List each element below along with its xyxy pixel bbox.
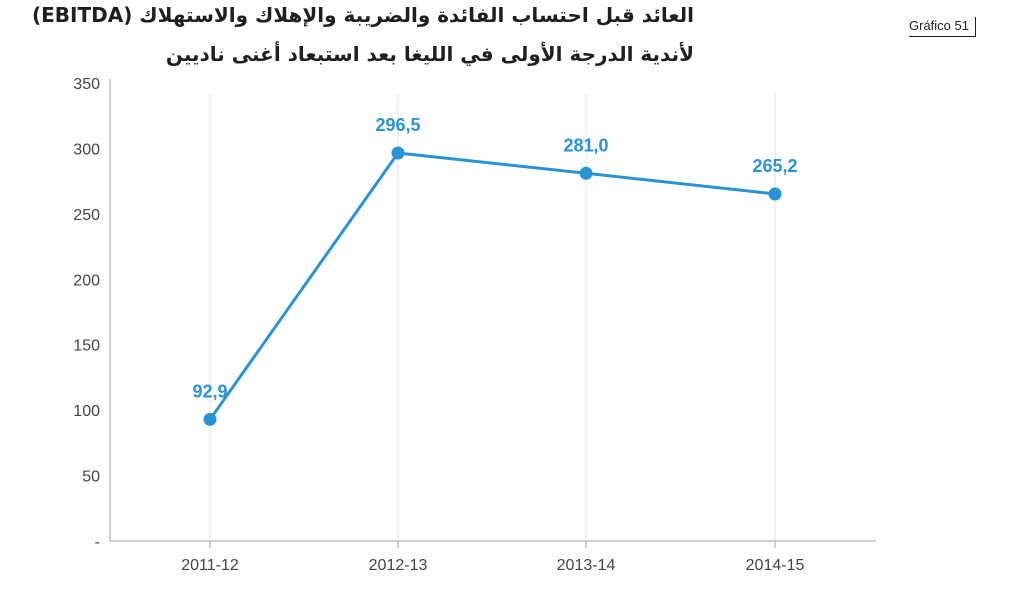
series-line: [208, 151, 776, 421]
x-tick-label-2014-15: 2014-15: [746, 557, 805, 574]
data-label-2014-15: 265,2: [752, 156, 797, 176]
data-point-2014-15: [768, 187, 782, 201]
data-point-2011-12: [203, 412, 217, 426]
y-tick-label-350: 350: [73, 76, 100, 93]
chart-title-line-1: العائد قبل احتساب الفائدة والضريبة والإه…: [31, 3, 694, 27]
y-tick-label-200: 200: [73, 272, 100, 289]
data-label-2013-14: 281,0: [563, 135, 608, 155]
y-tick-label-100: 100: [73, 403, 100, 420]
y-tick-label-300: 300: [73, 141, 100, 158]
x-tick-label-2013-14: 2013-14: [557, 557, 616, 574]
data-point-2012-13: [391, 146, 405, 160]
y-tick-label-150: 150: [73, 338, 100, 355]
x-tick-label-2011-12: 2011-12: [181, 557, 239, 574]
figure-number-badge: Gráfico 51: [909, 17, 976, 37]
chart-title-line-2: لأندية الدرجة الأولى في الليغا بعد استبع…: [165, 42, 694, 66]
data-point-2013-14: [579, 166, 593, 180]
data-label-2012-13: 296,5: [375, 115, 420, 135]
y-tick-label-250: 250: [73, 207, 100, 224]
data-label-2011-12: 92,9: [192, 381, 227, 401]
y-tick-label-50: 50: [82, 469, 100, 486]
x-tick-label-2012-13: 2012-13: [369, 557, 428, 574]
y-tick-label-0: -: [95, 534, 100, 551]
